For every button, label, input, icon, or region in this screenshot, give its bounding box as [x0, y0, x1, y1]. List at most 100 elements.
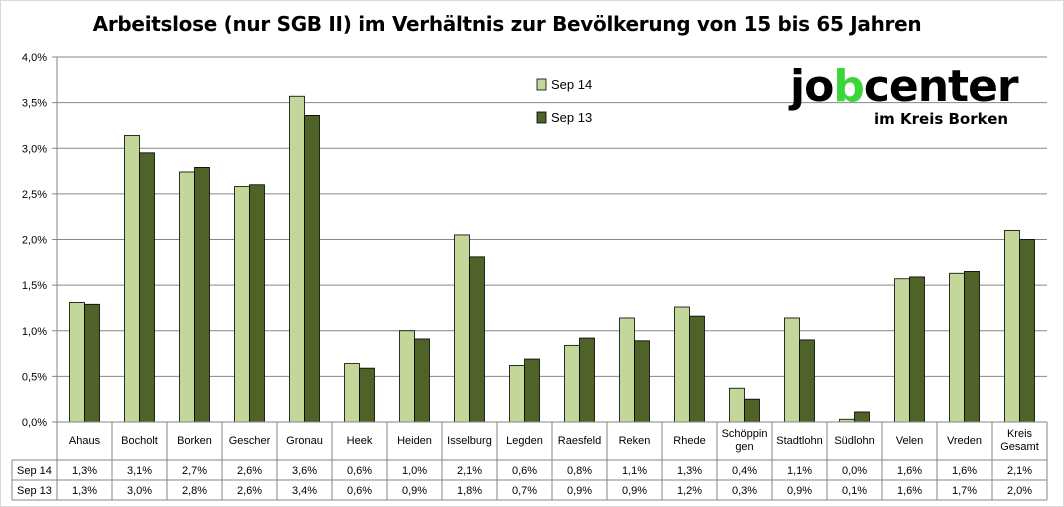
y-tick-label: 4,0% [22, 52, 47, 64]
data-label: 1,1% [622, 465, 647, 477]
legend-swatch [536, 78, 547, 91]
bar-sep-14 [564, 344, 580, 423]
bar-sep-13 [579, 337, 595, 423]
data-label: 1,7% [952, 485, 977, 497]
category-label: Legden [506, 435, 543, 447]
data-label: 2,6% [237, 465, 262, 477]
legend-label: Sep 14 [551, 77, 592, 92]
bar-sep-14 [1004, 229, 1020, 423]
bar-sep-14 [344, 363, 360, 423]
category-label: Vreden [947, 435, 982, 447]
logo-word-accent: b [833, 61, 864, 112]
bar-sep-13 [854, 411, 870, 423]
legend-swatch [536, 111, 547, 124]
bar-sep-14 [234, 186, 250, 423]
bar-sep-14 [69, 302, 85, 423]
y-tick-label: 1,0% [22, 326, 47, 338]
data-label: 1,6% [897, 465, 922, 477]
data-label: 2,6% [237, 485, 262, 497]
data-label: 0,0% [842, 465, 867, 477]
data-table: Ahaus Bocholt Borken Gescher Gronau Heek Heide… [11, 421, 1048, 501]
bar-sep-13 [469, 256, 485, 423]
bar-sep-14 [674, 306, 690, 423]
y-tick-label: 0,0% [22, 417, 47, 429]
data-label: 0,4% [732, 465, 757, 477]
table-series-name: Sep 13 [17, 485, 52, 497]
data-label: 3,1% [127, 465, 152, 477]
category-label: Heek [347, 435, 373, 447]
bar-sep-13 [964, 271, 980, 423]
bar-sep-14 [399, 330, 415, 423]
legend-label: Sep 13 [551, 110, 592, 125]
category-label: Isselburg [447, 435, 492, 447]
bar-sep-14 [729, 387, 745, 423]
data-label: 2,0% [1007, 485, 1032, 497]
category-label: Südlohn [834, 435, 874, 447]
data-label: 0,9% [402, 485, 427, 497]
data-label: 0,7% [512, 485, 537, 497]
data-label: 3,0% [127, 485, 152, 497]
bar-sep-13 [194, 167, 210, 423]
bar-sep-14 [179, 171, 195, 423]
bar-sep-13 [634, 340, 650, 423]
data-label: 1,3% [72, 485, 97, 497]
bar-sep-13 [139, 152, 155, 423]
bar-sep-13 [909, 276, 925, 423]
y-tick-label: 2,5% [22, 189, 47, 201]
y-tick-label: 0,5% [22, 371, 47, 383]
bar-sep-13 [249, 184, 265, 423]
bar-sep-13 [524, 358, 540, 423]
jobcenter-logo: jobcenter im Kreis Borken [790, 62, 1040, 132]
category-label: Raesfeld [558, 435, 601, 447]
data-label: 2,1% [1007, 465, 1032, 477]
category-label: Reken [619, 435, 651, 447]
data-label: 2,1% [457, 465, 482, 477]
bar-sep-13 [359, 367, 375, 423]
data-label: 1,3% [677, 465, 702, 477]
bar-sep-14 [619, 317, 635, 423]
data-label: 1,1% [787, 465, 812, 477]
data-label: 3,6% [292, 465, 317, 477]
category-label: Gronau [286, 435, 323, 447]
bars [69, 95, 1035, 423]
category-label: Gescher [229, 435, 271, 447]
category-label: Bocholt [121, 435, 158, 447]
bar-sep-14 [124, 135, 140, 423]
bar-sep-14 [784, 317, 800, 423]
bar-sep-13 [304, 115, 320, 423]
y-tick-label: 3,5% [22, 98, 47, 110]
logo-word-end: center [863, 61, 1019, 112]
category-label: Ahaus [69, 435, 101, 447]
logo-word-start: jo [790, 61, 834, 112]
category-label: Kreis [1007, 428, 1033, 440]
bar-sep-13 [84, 303, 100, 423]
bar-sep-14 [509, 365, 525, 423]
y-tick-label: 3,0% [22, 143, 47, 155]
data-label: 0,1% [842, 485, 867, 497]
bar-sep-14 [949, 272, 965, 423]
data-label: 1,3% [72, 465, 97, 477]
bar-sep-14 [289, 95, 305, 423]
data-label: 0,6% [512, 465, 537, 477]
y-tick-label: 2,0% [22, 235, 47, 247]
data-label: 0,6% [347, 465, 372, 477]
chart-title: Arbeitslose (nur SGB II) im Verhältnis z… [92, 12, 922, 36]
y-axis: 0,0% 0,5% 1,0% 1,5% 2,0% 2,5% 3,0% 3,5% 4,0% [22, 52, 58, 429]
data-label: 0,6% [347, 485, 372, 497]
data-label: 2,7% [182, 465, 207, 477]
y-tick-label: 1,5% [22, 280, 47, 292]
bar-sep-13 [414, 338, 430, 423]
bar-sep-13 [689, 315, 705, 423]
data-label: 0,9% [622, 485, 647, 497]
data-label: 1,6% [897, 485, 922, 497]
data-label: 1,0% [402, 465, 427, 477]
data-label: 0,3% [732, 485, 757, 497]
bar-sep-14 [454, 234, 470, 423]
logo-wordmark: jobcenter [790, 61, 1019, 112]
data-label: 1,8% [457, 485, 482, 497]
data-label: 0,8% [567, 465, 592, 477]
table-series-name: Sep 14 [17, 465, 52, 477]
category-label: Gesamt [1000, 441, 1039, 453]
category-label: Heiden [397, 435, 432, 447]
